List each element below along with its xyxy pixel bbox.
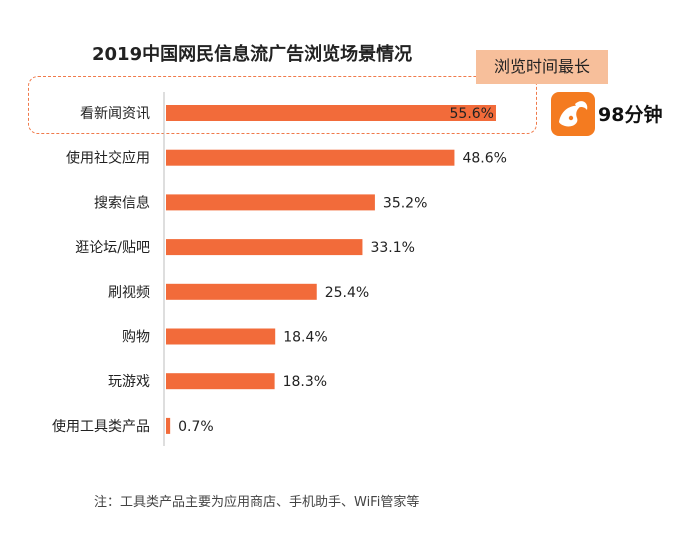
footnote: 注：工具类产品主要为应用商店、手机助手、WiFi管家等	[94, 495, 420, 510]
bar	[166, 283, 317, 300]
category-label: 看新闻资讯	[80, 106, 150, 122]
value-label: 18.3%	[283, 374, 327, 390]
value-label: 18.4%	[283, 330, 327, 346]
value-label: 55.6%	[450, 106, 494, 122]
uc-squirrel-logo-icon	[551, 92, 595, 136]
value-label: 35.2%	[383, 195, 427, 211]
bar	[166, 239, 363, 256]
value-label: 25.4%	[325, 285, 369, 301]
category-label: 搜索信息	[94, 194, 150, 211]
bar	[166, 194, 375, 211]
bar	[166, 328, 276, 345]
bar	[166, 149, 455, 166]
chart-title: 2019中国网民信息流广告浏览场景情况	[92, 44, 413, 65]
category-label: 使用工具类产品	[52, 418, 150, 435]
value-label: 48.6%	[462, 151, 506, 167]
value-label: 0.7%	[178, 419, 214, 435]
category-label: 玩游戏	[108, 374, 150, 390]
bar	[166, 373, 275, 390]
bar	[166, 417, 171, 434]
category-label: 刷视频	[108, 285, 150, 301]
bar	[166, 105, 496, 121]
category-label: 使用社交应用	[66, 150, 150, 167]
brand-name: 98分钟	[598, 104, 663, 126]
callout-label: 浏览时间最长	[476, 50, 608, 84]
category-label: 逛论坛/贴吧	[75, 240, 150, 256]
value-label: 33.1%	[370, 240, 414, 256]
highlight-dashed-box	[28, 76, 537, 134]
category-label: 购物	[122, 330, 150, 346]
